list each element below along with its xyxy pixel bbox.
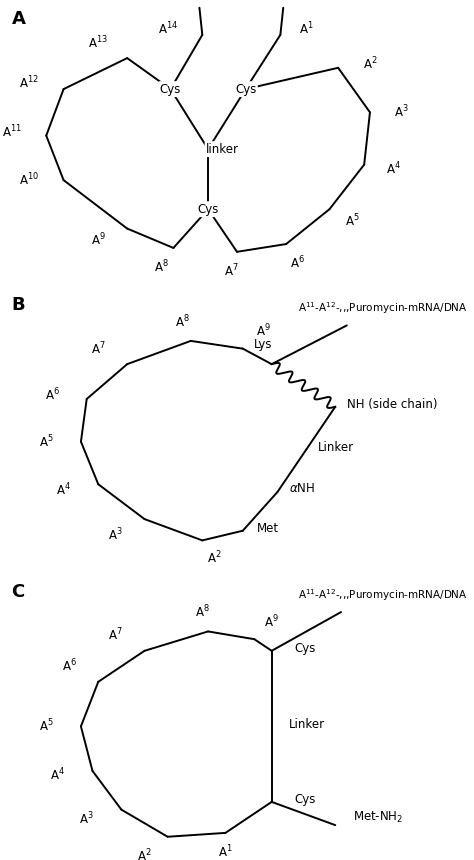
Text: A$^{1}$: A$^{1}$ — [218, 844, 233, 860]
Text: A$^{9}$: A$^{9}$ — [264, 613, 279, 630]
Text: Cys: Cys — [295, 642, 316, 655]
Text: A$^{13}$: A$^{13}$ — [88, 34, 108, 51]
Text: Met: Met — [257, 522, 279, 535]
Text: A$^{9}$: A$^{9}$ — [255, 322, 270, 340]
Text: A$^{3}$: A$^{3}$ — [394, 104, 409, 120]
Text: A$^{8}$: A$^{8}$ — [155, 259, 169, 275]
Text: C: C — [11, 583, 25, 601]
Text: Linker: Linker — [289, 718, 325, 731]
Text: linker: linker — [206, 143, 239, 156]
Text: Cys: Cys — [160, 83, 181, 95]
Text: A$^{12}$: A$^{12}$ — [19, 75, 39, 91]
Text: A$^{1}$: A$^{1}$ — [299, 21, 314, 37]
Text: A$^{11}$: A$^{11}$ — [1, 124, 21, 140]
Text: A$^{6}$: A$^{6}$ — [62, 658, 77, 674]
Text: A$^{7}$: A$^{7}$ — [224, 263, 238, 280]
Text: A$^{3}$: A$^{3}$ — [108, 526, 123, 543]
Text: A$^{4}$: A$^{4}$ — [50, 766, 65, 783]
Text: A$^{11}$-A$^{12}$-,,,Puromycin-mRNA/DNA: A$^{11}$-A$^{12}$-,,,Puromycin-mRNA/DNA — [299, 300, 468, 316]
Text: A$^{6}$: A$^{6}$ — [45, 387, 59, 403]
Text: Cys: Cys — [235, 83, 256, 95]
Text: A$^{6}$: A$^{6}$ — [290, 255, 305, 272]
Text: A$^{2}$: A$^{2}$ — [363, 56, 377, 72]
Text: B: B — [11, 297, 25, 315]
Text: Cys: Cys — [197, 203, 219, 216]
Text: A$^{5}$: A$^{5}$ — [345, 212, 360, 229]
Text: NH (side chain): NH (side chain) — [347, 398, 438, 411]
Text: A$^{5}$: A$^{5}$ — [39, 718, 54, 734]
Text: Cys: Cys — [295, 794, 316, 807]
Text: A$^{8}$: A$^{8}$ — [195, 604, 210, 620]
Text: A: A — [11, 9, 26, 28]
Text: A$^{7}$: A$^{7}$ — [108, 627, 123, 643]
Text: A$^{4}$: A$^{4}$ — [386, 160, 401, 177]
Text: A$^{11}$-A$^{12}$-,,,Puromycin-mRNA/DNA: A$^{11}$-A$^{12}$-,,,Puromycin-mRNA/DNA — [299, 587, 468, 603]
Text: Lys: Lys — [254, 338, 272, 351]
Text: A$^{7}$: A$^{7}$ — [91, 341, 106, 357]
Text: A$^{2}$: A$^{2}$ — [207, 550, 221, 566]
Text: A$^{5}$: A$^{5}$ — [39, 433, 54, 450]
Text: Met-NH$_2$: Met-NH$_2$ — [353, 810, 402, 825]
Text: Linker: Linker — [318, 441, 354, 454]
Text: A$^{4}$: A$^{4}$ — [56, 482, 71, 498]
Text: A$^{3}$: A$^{3}$ — [79, 811, 94, 827]
Text: $\alpha$NH: $\alpha$NH — [289, 482, 315, 494]
Text: A$^{10}$: A$^{10}$ — [19, 172, 39, 188]
Text: A$^{8}$: A$^{8}$ — [175, 313, 190, 330]
Text: A$^{14}$: A$^{14}$ — [157, 21, 178, 37]
Text: A$^{9}$: A$^{9}$ — [91, 232, 106, 249]
Text: A$^{2}$: A$^{2}$ — [137, 848, 152, 860]
